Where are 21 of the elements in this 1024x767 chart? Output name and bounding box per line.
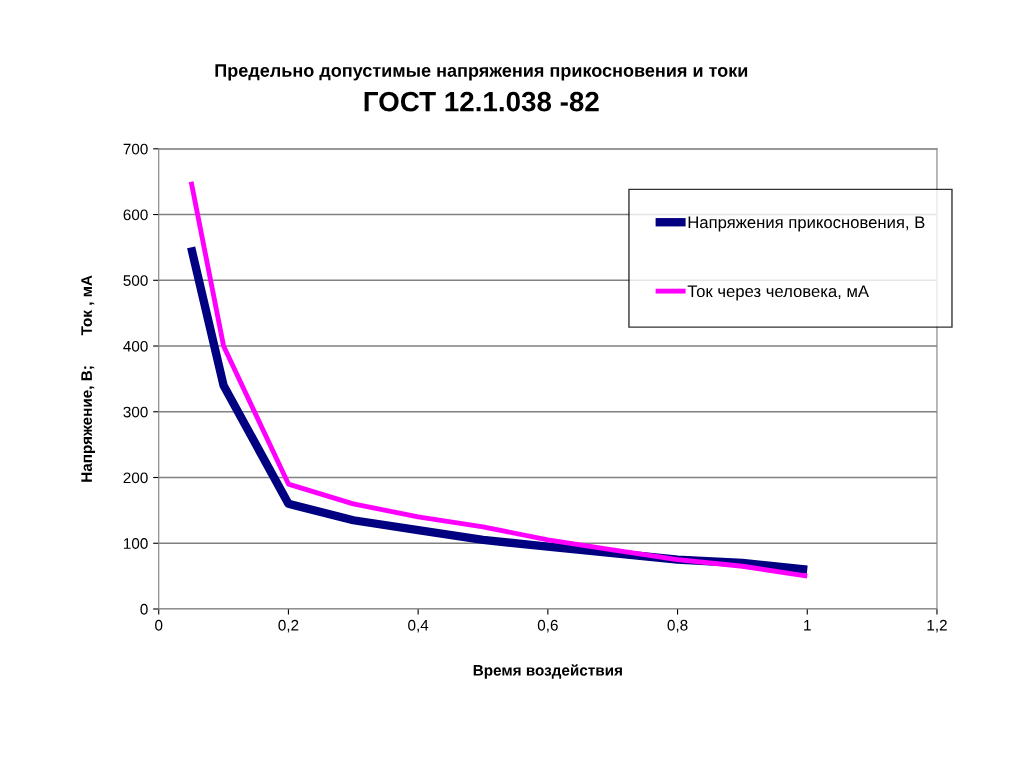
chart-title: Предельно допустимые напряжения прикосновения и токи (215, 64, 748, 81)
legend-label: Ток через человека, мА (687, 285, 869, 301)
x-tick-label: 1,2 (927, 619, 947, 633)
y-tick-label: 700 (123, 143, 148, 155)
y-tick-label: 200 (123, 472, 148, 484)
x-axis-title: Время воздействия (473, 664, 622, 679)
x-tick-label: 1 (804, 619, 811, 631)
y-tick-label: 400 (123, 340, 148, 352)
y-tick-label: 100 (123, 538, 148, 549)
y-tick-label: 0 (140, 603, 148, 615)
y-tick-label: 500 (123, 275, 148, 286)
chart-subtitle: ГОСТ 12.1.038 -82 (364, 91, 599, 112)
x-tick-label: 0,2 (278, 619, 299, 633)
x-tick-label: 0,6 (537, 619, 558, 633)
y-tick-label: 600 (123, 209, 148, 221)
y-axis-title: Напряжение, В; Ток , мА (81, 275, 96, 482)
x-tick-label: 0 (155, 619, 163, 631)
legend-label: Напряжения прикосновения, В (688, 216, 925, 232)
y-tick-label: 300 (123, 406, 148, 418)
x-tick-label: 0,8 (667, 619, 688, 633)
x-tick-label: 0,4 (408, 619, 429, 633)
